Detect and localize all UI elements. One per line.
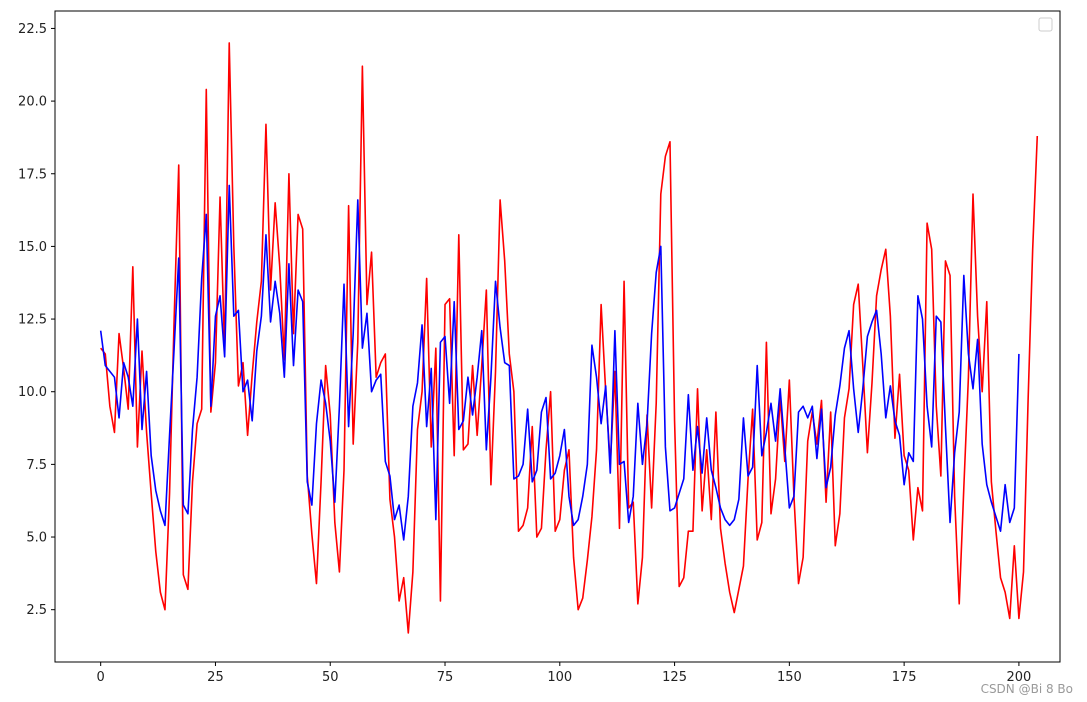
y-tick-label: 2.5 bbox=[26, 603, 47, 618]
series-layer bbox=[99, 42, 1039, 634]
legend-box bbox=[1038, 17, 1053, 32]
x-tick-label: 100 bbox=[547, 670, 572, 685]
x-tick-label: 75 bbox=[437, 670, 454, 685]
y-tick-label: 22.5 bbox=[18, 22, 47, 37]
y-axis: 2.5 5.0 7.5 10.0 12.5 15.0 17.5 20.0 22.5 bbox=[18, 22, 55, 618]
series-line-1 bbox=[100, 42, 1039, 634]
series-line-2 bbox=[99, 184, 1020, 541]
y-tick-label: 20.0 bbox=[18, 95, 47, 110]
y-tick-label: 10.0 bbox=[18, 385, 47, 400]
y-tick-label: 5.0 bbox=[26, 531, 47, 546]
legend bbox=[1038, 17, 1053, 32]
x-tick-label: 150 bbox=[777, 670, 802, 685]
x-tick-label: 0 bbox=[97, 670, 105, 685]
y-tick-label: 15.0 bbox=[18, 240, 47, 255]
y-tick-label: 12.5 bbox=[18, 313, 47, 328]
x-axis: 0 25 50 75 100 125 150 175 200 bbox=[97, 662, 1031, 685]
watermark: CSDN @Bi 8 Bo bbox=[980, 682, 1073, 696]
x-tick-label: 175 bbox=[892, 670, 917, 685]
plot-frame bbox=[54, 10, 1061, 663]
x-tick-label: 125 bbox=[662, 670, 687, 685]
y-tick-label: 17.5 bbox=[18, 167, 47, 182]
x-tick-label: 200 bbox=[1006, 670, 1031, 685]
x-tick-label: 25 bbox=[207, 670, 224, 685]
y-tick-label: 7.5 bbox=[26, 458, 47, 473]
x-tick-label: 50 bbox=[322, 670, 339, 685]
